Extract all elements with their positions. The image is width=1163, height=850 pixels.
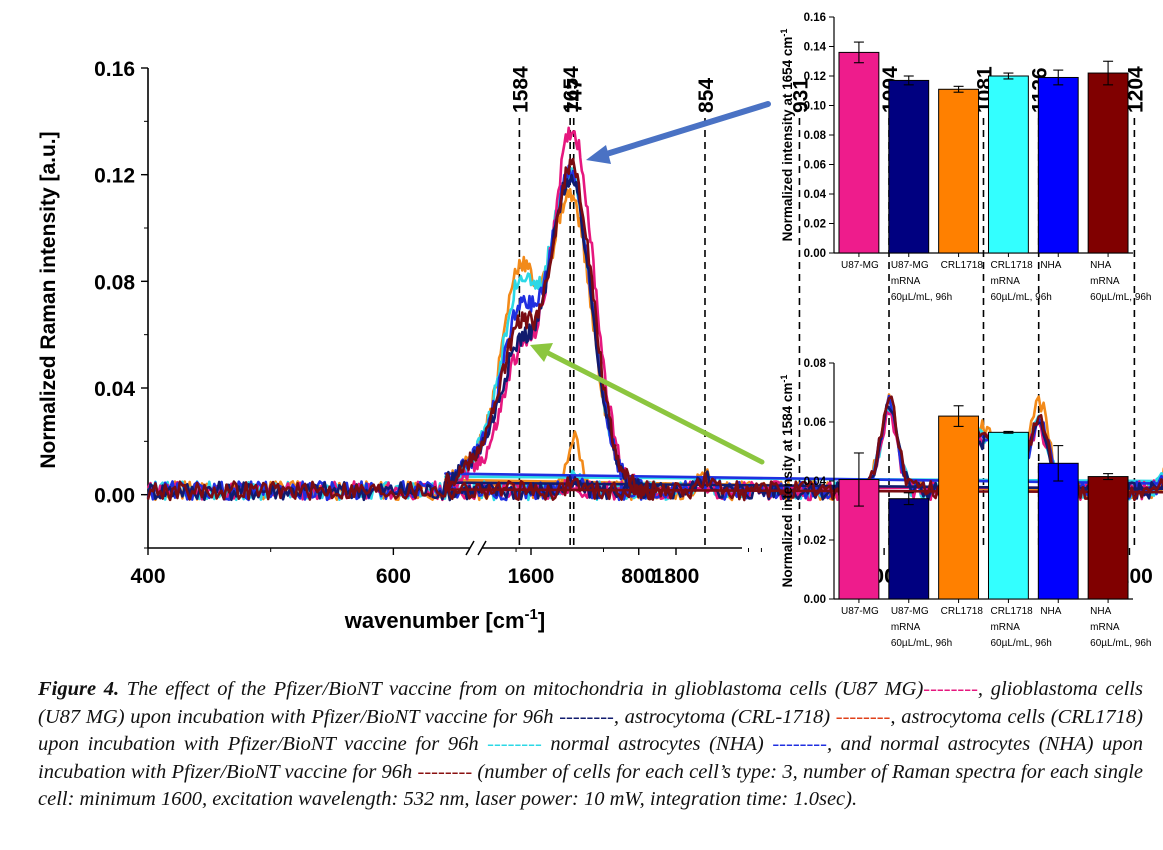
bar-category-label: CRL1718 — [990, 260, 1033, 271]
x-tick-label: 1800 — [653, 565, 700, 588]
figure-canvas: 0.000.040.080.120.1640060080010001200140… — [37, 12, 1163, 649]
caption-legend-dash: -------- — [923, 678, 978, 700]
bar — [987, 75, 1029, 254]
y-axis-title: Normalized Raman intensity [a.u.] — [37, 131, 60, 468]
bar — [1037, 462, 1079, 600]
caption-text: , astrocytoma cells (CRL1718) upon incub… — [38, 705, 1143, 756]
bar-category-label: CRL1718 — [941, 260, 984, 271]
bar-category-label: 60µL/mL, 96h — [891, 638, 952, 649]
bar-category-label: 60µL/mL, 96h — [990, 292, 1051, 303]
bar-y-tick-label: 0.04 — [804, 189, 827, 201]
bar-category-label: mRNA — [1090, 276, 1120, 287]
bar-y-tick-label: 0.08 — [804, 358, 827, 370]
bar — [1087, 72, 1129, 254]
bar-y-tick-label: 0.04 — [804, 476, 827, 488]
bar-category-label: mRNA — [990, 276, 1020, 287]
caption-text: , and normal astrocytes (NHA) upon incub… — [38, 733, 1143, 783]
bar — [987, 431, 1029, 600]
bar-category-label: U87-MG — [841, 260, 879, 271]
y-tick-label: 0.00 — [94, 485, 135, 508]
bar-chart-1584: 0.00 0.02 0.04 0.06 0.08 U87-MG U87-MG mRNA 60µL… — [779, 358, 1152, 649]
bar-y-tick-label: 0.12 — [804, 71, 826, 83]
bar — [938, 88, 980, 254]
y-tick-label: 0.16 — [94, 58, 135, 81]
arrow-to-1584-peak — [543, 349, 765, 465]
bar-category-label: U87-MG — [891, 260, 929, 271]
caption-legend-dash: -------- — [772, 733, 827, 755]
bar — [838, 51, 880, 254]
bar-y-tick-label: 0.06 — [804, 160, 826, 172]
y-tick-label: 0.04 — [94, 378, 135, 401]
spectrum-series-line — [146, 395, 1163, 502]
caption-text: normal astrocytes (NHA) — [541, 733, 773, 755]
bar — [1087, 476, 1129, 600]
caption-text: (number of cells for each cell’s type: 3… — [38, 760, 1143, 811]
peak-marker-label: 1654 — [560, 66, 583, 113]
x-tick-label: 800 — [621, 565, 656, 588]
bar — [938, 415, 980, 600]
bar-y-tick-label: 0.06 — [804, 417, 826, 429]
bar-category-label: U87-MG — [841, 606, 879, 617]
bar-category-label: 60µL/mL, 96h — [1090, 638, 1151, 649]
bar-y-tick-label: 0.14 — [804, 42, 827, 54]
bar-chart-1654: 0.00 0.02 0.04 0.06 0.08 0.10 0.12 0.14 0.16 U87-… — [779, 12, 1152, 303]
caption-text: , glioblastoma cells (U87 MG) upon incub… — [38, 678, 1143, 728]
x-tick-label: 400 — [130, 565, 165, 588]
pointer-arrows — [530, 101, 771, 465]
bar-y-tick-label: 0.00 — [804, 594, 826, 606]
figure-caption-label: Figure 4. — [38, 678, 120, 700]
y-tick-label: 0.08 — [94, 271, 135, 294]
bar — [888, 498, 930, 600]
caption-text: , astrocytoma (CRL-1718) — [613, 705, 836, 728]
peak-marker-label: 931 — [789, 78, 812, 113]
arrow-to-1654-peak — [597, 101, 771, 159]
bar-category-label: mRNA — [891, 622, 921, 633]
caption-legend-dash: -------- — [487, 733, 542, 755]
peak-marker-label: 747 — [564, 78, 587, 113]
bar-y-tick-label: 0.16 — [804, 12, 826, 24]
x-axis-title: wavenumber [cm-1] — [344, 606, 545, 633]
spectrum-series-line — [444, 157, 1163, 501]
x-tick-label: 1600 — [508, 565, 555, 588]
bar-category-label: mRNA — [1090, 622, 1120, 633]
bar — [1037, 76, 1079, 254]
bar-category-label: U87-MG — [891, 606, 929, 617]
bar-category-label: 60µL/mL, 96h — [1090, 292, 1151, 303]
bar-y-tick-label: 0.02 — [804, 219, 826, 231]
bar-y-tick-label: 0.02 — [804, 535, 826, 547]
arrow-head-green — [530, 343, 553, 362]
bar-category-label: 60µL/mL, 96h — [891, 292, 952, 303]
y-tick-label: 0.12 — [94, 165, 135, 188]
bar-category-label: NHA — [1090, 260, 1111, 271]
bar-category-label: mRNA — [891, 276, 921, 287]
arrow-head-blue — [586, 145, 611, 164]
axis-break-mark — [477, 540, 487, 556]
bar-category-label: CRL1718 — [990, 606, 1033, 617]
bar-y-tick-label: 0.10 — [804, 101, 826, 113]
peak-marker-label: 854 — [695, 78, 718, 113]
axis-break-mark — [465, 540, 475, 556]
caption-legend-dash: -------- — [835, 705, 891, 728]
caption-legend-dash: -------- — [559, 705, 614, 728]
bar-category-label: CRL1718 — [941, 606, 984, 617]
bar-y-tick-label: 0.08 — [804, 130, 827, 142]
caption-legend-dash: -------- — [417, 760, 473, 783]
bar-y-tick-label: 0.00 — [804, 248, 826, 260]
bar — [888, 79, 930, 254]
x-tick-label: 600 — [376, 565, 411, 588]
peak-marker-label: 1584 — [509, 66, 532, 113]
bar-y-axis-title: Normalized intensity at 1654 cm-1 — [779, 29, 795, 242]
bar-category-label: NHA — [1040, 606, 1061, 617]
figure-caption: Figure 4. The effect of the Pfizer/BioNT… — [38, 676, 1143, 814]
bar-category-label: NHA — [1040, 260, 1061, 271]
bar-category-label: 60µL/mL, 96h — [990, 638, 1051, 649]
bar-category-label: mRNA — [990, 622, 1020, 633]
caption-text: The effect of the Pfizer/BioNT vaccine f… — [119, 678, 924, 700]
peak-marker-label: 1204 — [1124, 66, 1147, 113]
bar-category-label: NHA — [1090, 606, 1111, 617]
bar-y-axis-title: Normalized intensity at 1584 cm-1 — [779, 375, 795, 588]
